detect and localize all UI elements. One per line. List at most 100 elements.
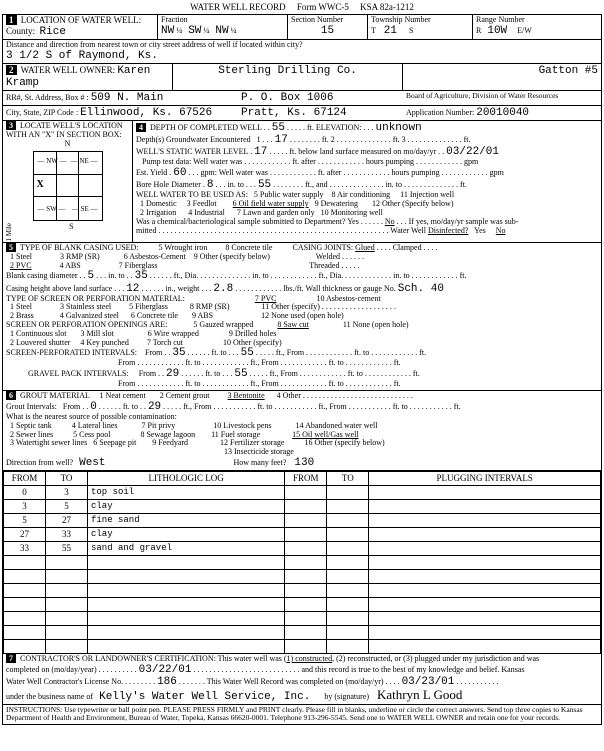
gw1: 17	[275, 134, 288, 146]
log-cell	[88, 556, 285, 570]
log-cell	[88, 626, 285, 640]
log-cell	[4, 640, 46, 654]
log-cell	[369, 556, 601, 570]
log-cell: fine sand	[88, 514, 285, 528]
log-cell: 5	[4, 514, 46, 528]
log-row	[4, 626, 601, 640]
log-col-2: LITHOLOGIC LOG	[88, 472, 285, 486]
height-above: 12	[126, 283, 139, 295]
owner-city-v: Ellinwood, Ks. 67526	[80, 107, 212, 119]
sec-4-num: 4	[136, 123, 146, 132]
gravel-to: 55	[234, 368, 247, 380]
app-num: 20010040	[476, 107, 529, 119]
log-cell: 27	[4, 528, 46, 542]
static: 17	[254, 146, 267, 158]
screen-sel: 7 PVC	[255, 294, 277, 303]
log-cell	[285, 514, 327, 528]
log-cell	[4, 626, 46, 640]
log-row: 3355sand and gravel	[4, 542, 601, 556]
log-cell	[369, 542, 601, 556]
log-row	[4, 640, 601, 654]
board: Board of Agriculture, Division of Water …	[406, 91, 558, 100]
log-cell	[46, 612, 88, 626]
log-cell: clay	[88, 528, 285, 542]
contam-sel: 15 Oil well/Gas well	[292, 430, 358, 439]
cert-block: 7 CONTRACTOR'S OR LANDOWNER'S CERTIFICAT…	[3, 654, 601, 705]
log-cell	[285, 584, 327, 598]
range: 10W	[487, 25, 507, 37]
log-col-1: TO	[46, 472, 88, 486]
log-cell	[327, 542, 369, 556]
cert-date: 03/22/01	[139, 664, 192, 676]
contam-dir: West	[79, 457, 105, 469]
log-cell: 0	[4, 486, 46, 500]
log-table: FROMTOLITHOLOGIC LOGFROMTOPLUGGING INTER…	[3, 471, 601, 654]
loc-header: 1 LOCATION OF WATER WELL: County: Rice F…	[3, 15, 601, 40]
log-row: 2733clay	[4, 528, 601, 542]
owner-city: City, State, ZIP Code : Ellinwood, Ks. 6…	[3, 106, 601, 121]
log-row	[4, 612, 601, 626]
disinf: No	[496, 226, 506, 235]
county: Rice	[40, 26, 66, 38]
grout-from: 0	[90, 401, 97, 413]
log-cell: 5	[46, 500, 88, 514]
sec-5-num: 5	[6, 243, 16, 252]
log-col-4: TO	[327, 472, 369, 486]
log-cell	[285, 486, 327, 500]
elevation: unknown	[376, 122, 422, 134]
gauge: Sch. 40	[398, 283, 444, 295]
dist-dir-row: Distance and direction from nearest town…	[3, 40, 601, 64]
x-mark: X	[37, 179, 44, 190]
log-cell	[285, 528, 327, 542]
log-cell	[88, 598, 285, 612]
log-cell	[4, 556, 46, 570]
log-cell	[369, 626, 601, 640]
owner-addr: RR#, St. Address, Box # : 509 N. Main P.…	[3, 91, 601, 106]
log-col-3: FROM	[285, 472, 327, 486]
owner-company: Sterling Drilling Co.	[218, 65, 357, 77]
log-cell	[327, 556, 369, 570]
log-cell	[369, 486, 601, 500]
log-cell	[285, 556, 327, 570]
frac-a: NW	[161, 25, 174, 37]
log-cell	[327, 584, 369, 598]
depth-completed: 55	[272, 122, 285, 134]
owner-rr: 509 N. Main	[91, 92, 164, 104]
bore-to: 55	[258, 179, 271, 191]
log-cell	[327, 570, 369, 584]
log-row: 35clay	[4, 500, 601, 514]
log-cell: 3	[4, 500, 46, 514]
log-cell	[327, 528, 369, 542]
log-cell: 55	[46, 542, 88, 556]
log-cell	[369, 612, 601, 626]
log-cell	[327, 612, 369, 626]
log-cell	[369, 514, 601, 528]
log-cell	[46, 584, 88, 598]
log-cell	[285, 640, 327, 654]
use-selected: 6 Oil field water supply	[233, 199, 309, 208]
sec-6-num: 6	[6, 391, 16, 400]
open-sel: 8 Saw cut	[277, 320, 309, 329]
owner-po: P. O. Box 1006	[241, 92, 333, 104]
casing-block: 5 TYPE OF BLANK CASING USED: 5 Wrought i…	[3, 243, 601, 391]
log-row	[4, 584, 601, 598]
log-cell	[369, 584, 601, 598]
title-bar: WATER WELL RECORD Form WWC-5 KSA 82a-121…	[2, 2, 602, 14]
form-ksa: KSA 82a-1212	[360, 2, 414, 12]
sec-3-num: 3	[6, 121, 16, 130]
well-id: Gatton #5	[539, 65, 598, 77]
section-box: — NW — — NE — — SW — — SE — X	[33, 151, 103, 221]
log-cell	[46, 598, 88, 612]
log-cell	[327, 514, 369, 528]
log-cell	[285, 500, 327, 514]
log-cell	[46, 626, 88, 640]
log-cell	[369, 570, 601, 584]
log-cell	[4, 598, 46, 612]
casing-sel: 2 PVC	[10, 261, 32, 270]
log-cell	[327, 486, 369, 500]
frac-b: SW	[188, 25, 201, 37]
gravel-from: 29	[166, 368, 179, 380]
grout-to: 29	[148, 401, 161, 413]
log-cell: 27	[46, 514, 88, 528]
depth-block: 4 DEPTH OF COMPLETED WELL . . 55 . . . .…	[133, 121, 601, 242]
